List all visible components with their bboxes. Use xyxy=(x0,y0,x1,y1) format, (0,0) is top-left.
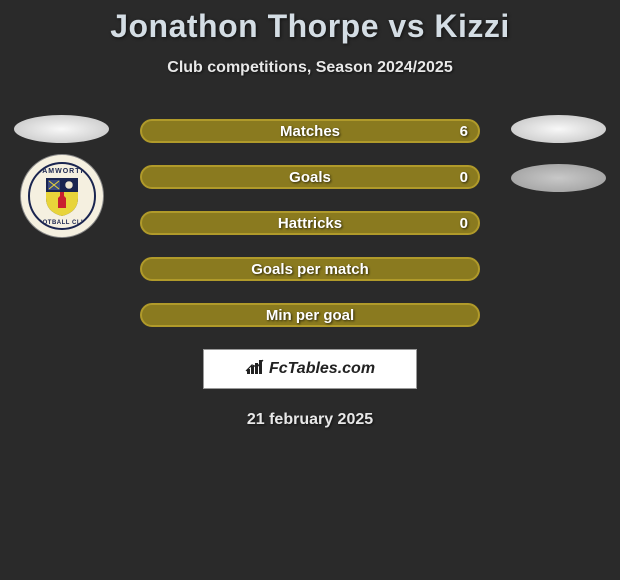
stat-bar: Matches 6 xyxy=(140,119,480,143)
brand-text: FcTables.com xyxy=(269,360,375,378)
player-right-placeholder-2 xyxy=(511,164,606,192)
stat-value: 6 xyxy=(460,123,468,140)
stat-label: Hattricks xyxy=(278,215,342,232)
stat-row-min-per-goal: Min per goal xyxy=(0,303,620,327)
stat-row-goals-per-match: Goals per match xyxy=(0,257,620,281)
stat-value: 0 xyxy=(460,169,468,186)
crest-bottom-text: FOOTBALL CLUB xyxy=(33,220,90,226)
stat-label: Goals xyxy=(289,169,331,186)
crest-inner: TAMWORTH FOOTBALL CLUB xyxy=(28,162,96,230)
stat-value: 0 xyxy=(460,215,468,232)
stat-label: Matches xyxy=(280,123,340,140)
crest-top-text: TAMWORTH xyxy=(37,168,86,175)
player-left-placeholder xyxy=(14,115,109,143)
stat-bar: Hattricks 0 xyxy=(140,211,480,235)
player-right-placeholder-1 xyxy=(511,115,606,143)
crest-outer: TAMWORTH FOOTBALL CLUB xyxy=(20,154,104,238)
comparison-card: Jonathon Thorpe vs Kizzi Club competitio… xyxy=(0,0,620,429)
crest-shield-icon xyxy=(44,176,80,216)
club-crest: TAMWORTH FOOTBALL CLUB xyxy=(20,154,104,238)
stat-label: Min per goal xyxy=(266,307,354,324)
stat-bar: Min per goal xyxy=(140,303,480,327)
stat-label: Goals per match xyxy=(251,261,369,278)
chart-icon xyxy=(245,359,265,380)
subtitle: Club competitions, Season 2024/2025 xyxy=(0,59,620,77)
brand-link[interactable]: FcTables.com xyxy=(245,359,375,380)
stats-area: TAMWORTH FOOTBALL CLUB xyxy=(0,119,620,429)
page-title: Jonathon Thorpe vs Kizzi xyxy=(0,8,620,45)
brand-box[interactable]: FcTables.com xyxy=(203,349,417,389)
date-text: 21 february 2025 xyxy=(0,411,620,429)
stat-bar: Goals per match xyxy=(140,257,480,281)
stat-bar: Goals 0 xyxy=(140,165,480,189)
